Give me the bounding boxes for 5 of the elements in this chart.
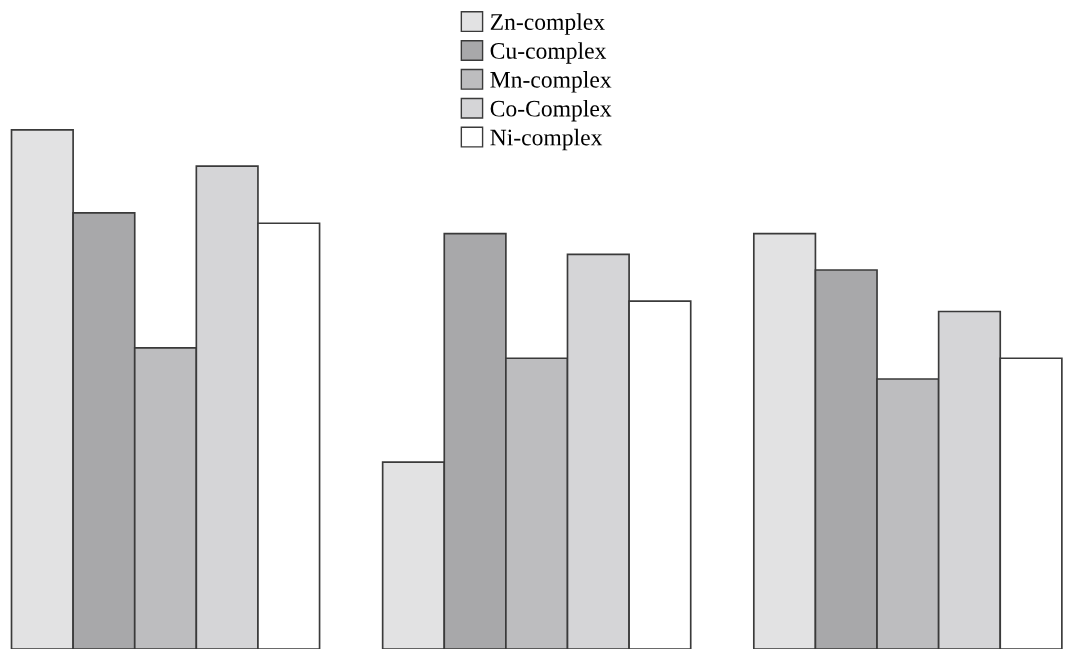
legend-label: Ni-complex [490, 128, 603, 151]
legend-label: Zn-complex [490, 13, 605, 35]
legend-label: Cu-complex [490, 42, 607, 64]
legend-label: Mn-complex [490, 71, 612, 93]
legend-label: Co-Complex [490, 99, 612, 122]
